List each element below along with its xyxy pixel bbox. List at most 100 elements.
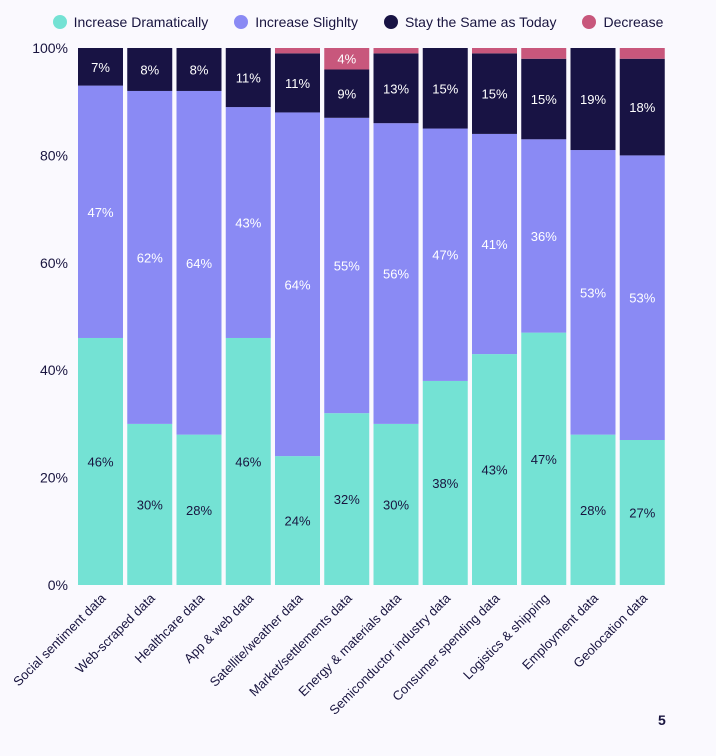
bar-segment xyxy=(422,380,468,585)
data-label: 28% xyxy=(186,503,212,518)
data-label: 53% xyxy=(580,285,606,300)
legend-item: Increase Dramatically xyxy=(52,14,209,30)
data-label: 9% xyxy=(337,87,356,102)
data-label: 24% xyxy=(284,514,310,529)
data-label: 15% xyxy=(531,92,557,107)
bar-segment xyxy=(127,48,173,91)
data-label: 46% xyxy=(235,454,261,469)
legend-swatch xyxy=(234,15,249,29)
data-label: 47% xyxy=(87,205,113,220)
bar-segment xyxy=(275,456,320,585)
bar-segment xyxy=(176,48,222,91)
data-label: 8% xyxy=(190,62,209,77)
bar-segment xyxy=(570,150,616,435)
bar-segment xyxy=(78,337,123,585)
x-tick-label: Social sentiment data xyxy=(10,590,109,689)
data-label: 27% xyxy=(629,506,655,521)
data-label: 62% xyxy=(137,250,163,265)
data-label: 47% xyxy=(432,248,458,263)
data-label: 53% xyxy=(629,291,655,306)
bar-segment xyxy=(373,48,419,54)
data-label: 11% xyxy=(236,71,261,86)
bar-segment xyxy=(521,48,567,59)
data-label: 32% xyxy=(334,492,360,507)
y-tick-label: 20% xyxy=(40,470,68,486)
data-label: 13% xyxy=(383,81,409,96)
data-label: 18% xyxy=(629,100,655,115)
bar-segment xyxy=(472,354,517,585)
data-label: 41% xyxy=(481,237,507,252)
data-label: 15% xyxy=(432,81,458,96)
legend-label: Increase Slighlty xyxy=(255,14,358,30)
data-label: 28% xyxy=(580,503,606,518)
bar-segment xyxy=(324,413,370,585)
bar-segment xyxy=(373,53,419,124)
legend-label: Stay the Same as Today xyxy=(404,14,557,30)
data-label: 43% xyxy=(481,463,507,478)
bar-segment xyxy=(324,117,370,414)
legend-item: Increase Slighlty xyxy=(234,14,358,30)
y-tick-label: 0% xyxy=(48,577,68,593)
legend-swatch xyxy=(582,15,597,29)
data-label: 8% xyxy=(140,62,159,77)
bar-segment xyxy=(472,48,517,54)
bar-segment xyxy=(324,69,370,118)
bar-segment xyxy=(373,423,419,585)
bar-segment xyxy=(619,155,665,441)
bar-segment xyxy=(225,107,271,338)
data-label: 55% xyxy=(334,258,360,273)
bar-segment xyxy=(275,112,320,457)
data-label: 11% xyxy=(285,76,310,91)
data-label: 36% xyxy=(531,229,557,244)
legend-swatch xyxy=(52,15,67,29)
data-label: 30% xyxy=(383,497,409,512)
bar-segment xyxy=(324,48,370,70)
bar-segment xyxy=(176,90,222,435)
data-label: 47% xyxy=(531,452,557,467)
bar-segment xyxy=(472,53,517,134)
bar-segment xyxy=(127,90,173,424)
data-label: 46% xyxy=(87,454,113,469)
bar-segment xyxy=(521,139,567,333)
bar-segment xyxy=(619,440,665,585)
x-tick-label: Logistics & shipping xyxy=(460,591,552,683)
legend: Increase Dramatically Increase Slighlty St… xyxy=(0,14,716,30)
page-number: 5 xyxy=(658,712,666,728)
bar-segment xyxy=(275,53,320,113)
data-label: 43% xyxy=(235,216,261,231)
y-tick-label: 40% xyxy=(40,362,68,378)
data-label: 56% xyxy=(383,267,409,282)
legend-label: Decrease xyxy=(603,14,664,30)
bar-segment xyxy=(422,48,468,129)
bar-segment xyxy=(78,85,123,338)
data-label: 64% xyxy=(284,277,310,292)
data-label: 7% xyxy=(91,60,110,75)
bar-segment xyxy=(422,128,468,381)
bar-segment xyxy=(570,434,616,585)
bar-segment xyxy=(176,434,222,585)
legend-item: Decrease xyxy=(582,14,663,30)
bar-segment xyxy=(472,133,517,355)
bar-segment xyxy=(275,48,320,54)
bar-segment xyxy=(78,48,123,86)
bar-segment xyxy=(521,58,567,140)
y-tick-label: 100% xyxy=(32,40,68,56)
legend-label: Increase Dramatically xyxy=(73,14,209,30)
data-label: 38% xyxy=(432,476,458,491)
bar-segment xyxy=(225,48,271,108)
bar-segment xyxy=(127,423,173,585)
bar-segment xyxy=(225,337,271,585)
data-label: 4% xyxy=(337,52,356,67)
data-label: 64% xyxy=(186,256,212,271)
bar-segment xyxy=(619,58,665,156)
bar-segment xyxy=(373,123,419,424)
legend-swatch xyxy=(383,15,398,29)
data-label: 19% xyxy=(580,92,606,107)
x-tick-label: Satellite/weather data xyxy=(207,590,307,690)
bar-segment xyxy=(521,332,567,585)
data-label: 30% xyxy=(137,497,163,512)
legend-item: Stay the Same as Today xyxy=(383,14,557,30)
data-label: 15% xyxy=(481,87,507,102)
y-tick-label: 60% xyxy=(40,255,68,271)
